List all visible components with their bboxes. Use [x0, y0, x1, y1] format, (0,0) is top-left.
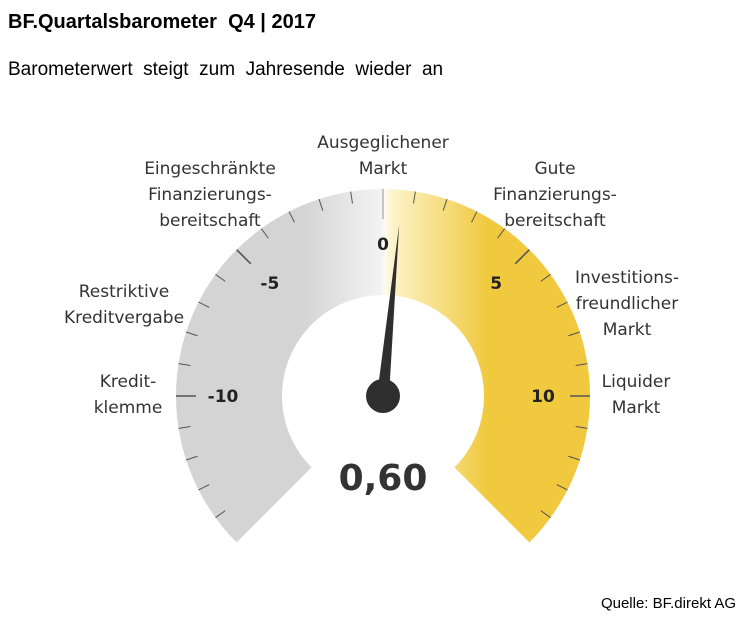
gauge-zone-label-line: freundlicher [576, 294, 678, 314]
gauge-minor-tick [185, 455, 198, 461]
gauge-zone-label-line: Restriktive [79, 282, 170, 302]
gauge-minor-tick [575, 363, 588, 366]
gauge-tick-label: 5 [490, 274, 502, 294]
gauge-ticks [176, 191, 590, 519]
source-note: Quelle: BF.direkt AG [600, 595, 736, 612]
gauge-tick-labels: -10 -5 0 5 10 [208, 235, 555, 407]
gauge-zone-label: Restriktive Kreditvergabe [64, 282, 184, 328]
gauge-minor-tick [288, 211, 295, 223]
gauge-zone-label: Ausgeglichener Markt [317, 133, 449, 179]
gauge-zone-label-line: Finanzierungs- [493, 185, 617, 205]
gauge-zone-label-line: Gute [534, 159, 575, 179]
gauge-value: 0,60 [339, 458, 428, 499]
gauge-zone-label: Kredit-klemme [94, 372, 163, 418]
gauge-zone-label-line: bereitschaft [504, 211, 606, 231]
gauge-zone-label-line: bereitschaft [159, 211, 261, 231]
gauge-tick-label: -5 [260, 274, 279, 294]
gauge-major-tick [236, 249, 252, 265]
gauge-zone-label-line: Liquider [602, 372, 671, 392]
gauge-minor-tick [350, 191, 353, 204]
gauge-minor-tick [178, 426, 191, 429]
gauge-zone-label-line: Finanzierungs- [148, 185, 272, 205]
gauge-minor-tick [497, 228, 506, 239]
gauge-zone-label-line: Kredit- [100, 372, 157, 392]
gauge-minor-tick [556, 484, 568, 491]
gauge-zone-label-line: Kreditvergabe [64, 308, 184, 328]
gauge-minor-tick [260, 228, 269, 239]
gauge-minor-tick [442, 198, 448, 211]
gauge-zone-label-line: Ausgeglichener [317, 133, 449, 153]
gauge-minor-tick [471, 211, 478, 223]
gauge-tick-label: 0 [377, 235, 389, 255]
gauge-needle [366, 224, 400, 413]
gauge-minor-tick [540, 510, 551, 519]
gauge-minor-tick [540, 273, 551, 282]
gauge-zone-label-line: Eingeschränkte [144, 159, 276, 179]
gauge-zone-labels: Kredit-klemme Restriktive Kreditvergabe Ein… [64, 133, 679, 418]
gauge-minor-tick [185, 331, 198, 337]
gauge-zone-label-line: Markt [603, 320, 652, 340]
gauge-zone-label: Investitions-freundlicher Markt [575, 268, 679, 340]
gauge-minor-tick [215, 273, 226, 282]
gauge-zone-label-line: Investitions- [575, 268, 679, 288]
gauge-tick-label: -10 [208, 387, 239, 407]
chart-subtitle: Barometerwert steigt zum Jahresende wied… [8, 59, 444, 80]
gauge-major-tick [514, 249, 530, 265]
gauge-minor-tick [318, 198, 324, 211]
gauge-minor-tick [556, 301, 568, 308]
gauge-zone-label: Eingeschränkte Finanzierungs-bereitschaft [144, 159, 276, 231]
gauge-dial [176, 188, 591, 543]
gauge-minor-tick [178, 363, 191, 366]
gauge-needle-pointer [377, 224, 400, 397]
gauge-zone-label-line: Markt [612, 398, 661, 418]
gauge-minor-tick [575, 426, 588, 429]
gauge-minor-tick [215, 510, 226, 519]
gauge-minor-tick [198, 484, 210, 491]
chart-title: BF.Quartalsbarometer Q4 | 2017 [8, 11, 316, 33]
gauge-zone-label-line: klemme [94, 398, 163, 418]
gauge-zone-label-line: Markt [359, 159, 408, 179]
gauge-minor-tick [198, 301, 210, 308]
gauge-needle-hub [366, 379, 400, 413]
gauge-minor-tick [568, 331, 581, 337]
gauge-zone-label: Gute Finanzierungs-bereitschaft [493, 159, 617, 231]
gauge-minor-tick [413, 191, 416, 204]
gauge-minor-tick [568, 455, 581, 461]
gauge-zone-label: Liquider Markt [602, 372, 671, 418]
gauge-tick-label: 10 [531, 387, 555, 407]
